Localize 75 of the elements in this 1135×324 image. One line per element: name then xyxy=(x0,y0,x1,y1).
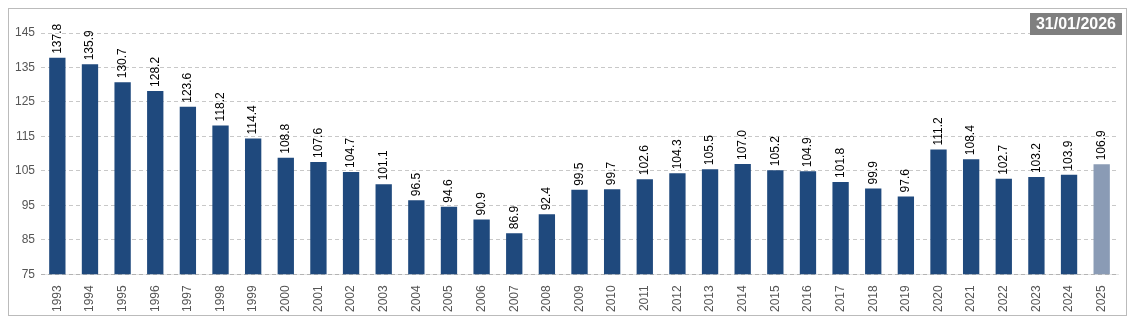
data-label: 101.8 xyxy=(832,147,847,178)
y-tick-label: 115 xyxy=(15,128,36,143)
y-tick-label: 145 xyxy=(14,25,36,40)
data-label: 130.7 xyxy=(114,47,129,79)
data-label: 108.8 xyxy=(278,123,293,154)
y-tick-label: 95 xyxy=(21,197,36,212)
data-label: 106.9 xyxy=(1093,129,1108,161)
x-tick-label: 1995 xyxy=(114,284,129,313)
data-label: 99.9 xyxy=(865,160,880,185)
data-label: 99.7 xyxy=(604,161,619,186)
data-label: 114.4 xyxy=(245,105,260,135)
data-label: 86.9 xyxy=(506,205,521,230)
data-label: 99.5 xyxy=(571,162,586,186)
x-tick-label: 2004 xyxy=(408,284,423,313)
x-tick-label: 2013 xyxy=(702,284,717,313)
x-tick-label: 2024 xyxy=(1061,284,1076,313)
x-tick-label: 2002 xyxy=(343,284,358,313)
y-tick-label: 85 xyxy=(21,232,36,247)
x-tick-label: 2017 xyxy=(832,284,847,313)
data-label: 94.6 xyxy=(441,179,456,203)
x-tick-label: 1997 xyxy=(180,284,195,313)
data-label: 135.9 xyxy=(82,30,97,61)
x-tick-label: 2006 xyxy=(473,284,488,313)
x-tick-label: 2018 xyxy=(865,284,880,313)
y-tick-label: 105 xyxy=(14,163,36,178)
x-tick-label: 2010 xyxy=(604,284,619,313)
data-label: 96.5 xyxy=(408,172,423,197)
x-tick-label: 2019 xyxy=(898,284,913,313)
data-label: 97.6 xyxy=(898,168,913,193)
x-tick-label: 1993 xyxy=(49,284,64,313)
x-tick-label: 2009 xyxy=(571,284,586,313)
data-label: 104.3 xyxy=(669,138,684,170)
x-tick-label: 1998 xyxy=(212,284,227,313)
x-tick-label: 2011 xyxy=(637,284,652,312)
data-label: 118.2 xyxy=(212,91,227,122)
y-tick-label: 125 xyxy=(14,94,36,109)
data-label: 111.2 xyxy=(930,116,945,146)
x-tick-label: 2016 xyxy=(800,284,815,313)
x-tick-label: 2000 xyxy=(278,284,293,313)
data-label: 105.5 xyxy=(702,134,717,166)
x-tick-label: 1994 xyxy=(82,284,97,313)
x-tick-label: 1996 xyxy=(147,284,162,313)
x-tick-label: 1999 xyxy=(245,284,260,313)
data-label: 108.4 xyxy=(963,124,978,156)
data-label: 123.6 xyxy=(180,72,195,103)
data-label: 102.6 xyxy=(637,144,652,176)
x-tick-label: 2008 xyxy=(539,284,554,313)
x-tick-label: 2025 xyxy=(1093,284,1108,313)
x-tick-label: 2020 xyxy=(930,284,945,313)
data-label: 128.2 xyxy=(147,56,162,87)
data-label: 105.2 xyxy=(767,135,782,167)
data-label: 104.9 xyxy=(800,136,815,168)
data-label: 103.2 xyxy=(1028,142,1043,174)
data-label: 90.9 xyxy=(473,191,488,216)
x-tick-label: 2003 xyxy=(376,284,391,313)
x-tick-label: 2005 xyxy=(441,284,456,313)
x-tick-label: 2021 xyxy=(963,284,978,313)
x-tick-label: 2012 xyxy=(669,284,684,313)
data-label: 104.7 xyxy=(343,137,358,168)
data-label: 102.7 xyxy=(996,144,1011,175)
data-label: 137.8 xyxy=(49,23,64,54)
data-label: 92.4 xyxy=(539,186,554,211)
x-tick-label: 2023 xyxy=(1028,284,1043,313)
text: 31/01/2026 xyxy=(1029,13,1122,35)
data-label: 107.0 xyxy=(735,129,749,160)
y-tick-label: 135 xyxy=(14,59,36,74)
x-tick-label: 2001 xyxy=(310,284,325,313)
x-tick-label: 2014 xyxy=(735,284,749,313)
x-tick-label: 2015 xyxy=(767,284,782,313)
y-tick-label: 75 xyxy=(21,266,36,281)
data-label: 101.1 xyxy=(376,149,391,181)
x-tick-label: 2007 xyxy=(506,284,521,313)
data-label: 103.9 xyxy=(1061,140,1076,171)
data-label: 107.6 xyxy=(310,127,325,158)
x-tick-label: 2022 xyxy=(996,284,1011,313)
